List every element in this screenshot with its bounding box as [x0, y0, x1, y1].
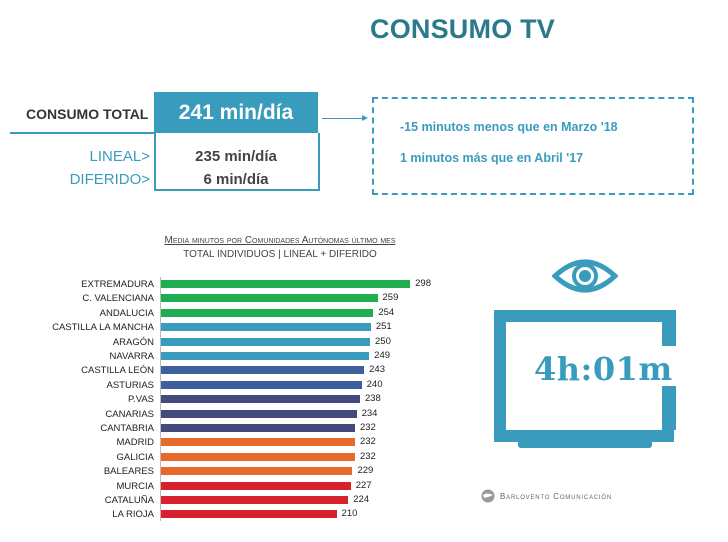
bar-label: P.VAS [127, 394, 154, 406]
bar [161, 308, 374, 317]
bar [161, 409, 357, 418]
tv-stand [600, 430, 610, 442]
eye-icon [551, 256, 619, 301]
diferido-label: DIFERIDO> [69, 171, 150, 188]
bar [161, 294, 378, 303]
bar-row: LA RIOJA 210 [0, 508, 460, 521]
bar-value: 251 [375, 321, 392, 333]
bar-row: BALEARES 229 [0, 465, 460, 478]
bar-value: 210 [341, 508, 358, 520]
bar [161, 481, 351, 490]
bar-label: ARAGÓN [112, 336, 154, 348]
consumo-total-value: 241 min/día [154, 92, 318, 133]
comparison-box [372, 97, 694, 195]
bar-label: EXTREMADURA [81, 279, 154, 290]
bar-value: 254 [378, 306, 395, 318]
bar-value: 232 [359, 450, 376, 462]
arrow-icon [322, 118, 364, 119]
arrow-head-icon [362, 115, 368, 121]
bar-row: P.VAS 238 [0, 393, 460, 406]
bar-value: 234 [361, 407, 378, 419]
bar-value: 232 [359, 422, 376, 433]
bar-row: CANTABRIA 232 [0, 422, 460, 435]
bar-value: 227 [355, 479, 372, 491]
bar [161, 337, 370, 346]
chart-title: Media minutos por Comunidades Autónomas … [164, 235, 396, 246]
diferido-value: 6 min/día [203, 171, 269, 188]
bar-row: ASTURIAS 240 [0, 379, 460, 392]
bar-label: CASTILLA LA MANCHA [52, 322, 154, 334]
bar-value: 232 [359, 436, 376, 448]
bar [161, 352, 370, 360]
brand-name: Barlovento Comunicación [500, 491, 612, 501]
bar-value: 240 [366, 378, 383, 390]
consumo-total-label: CONSUMO TOTAL [26, 106, 149, 122]
bar-value: 243 [369, 364, 385, 376]
bar-value: 250 [375, 335, 391, 347]
bar-label: MADRID [116, 437, 154, 449]
bar-label: GALICIA [116, 451, 155, 463]
bar-value: 259 [382, 292, 399, 304]
bar-row: EXTREMADURA 298 [0, 278, 460, 291]
bar [161, 323, 371, 332]
bar-row: NAVARRA 249 [0, 350, 460, 363]
bar-value: 229 [357, 465, 374, 477]
bar-row: CATALUÑA 224 [0, 494, 460, 507]
bar-label: CANTABRIA [100, 423, 154, 434]
bar-value: 298 [415, 278, 431, 289]
brand-logo-icon [481, 489, 495, 503]
bar [161, 510, 337, 519]
bar-row: CANARIAS 234 [0, 408, 460, 421]
tv-icon-part [662, 310, 676, 346]
consumo-breakdown-box [154, 133, 320, 191]
bar-label: CATALUÑA [104, 495, 154, 506]
bar-row: ANDALUCIA 254 [0, 307, 460, 320]
bar-value: 249 [374, 350, 391, 361]
chart-axis [160, 277, 161, 521]
bar-label: ANDALUCIA [99, 307, 154, 319]
bar-label: LA RIOJA [112, 509, 154, 521]
lineal-value: 235 min/día [195, 148, 277, 165]
tv-icon [494, 310, 674, 442]
bar [161, 467, 353, 476]
bar [161, 366, 365, 375]
bar-row: CASTILLA LA MANCHA 251 [0, 321, 460, 334]
bar-row: ARAGÓN 250 [0, 336, 460, 349]
bar-row: CASTILLA LEÓN 243 [0, 364, 460, 377]
tv-icon-part [662, 386, 676, 430]
bar [161, 452, 355, 461]
tv-stand [560, 430, 570, 442]
bar-label: C. VALENCIANA [82, 293, 154, 305]
bar-row: MADRID 232 [0, 436, 460, 449]
page-title: CONSUMO TV [370, 14, 556, 44]
bar [161, 280, 411, 288]
bar-row: MURCIA 227 [0, 480, 460, 493]
bar-label: CASTILLA LEÓN [81, 365, 154, 377]
lineal-label: LINEAL> [89, 148, 150, 165]
bar [161, 424, 355, 432]
bar-label: NAVARRA [109, 351, 154, 362]
bar-label: CANARIAS [105, 408, 154, 420]
comparison-note: -15 minutos menos que en Marzo '18 [400, 120, 618, 134]
bar [161, 438, 355, 447]
footer-brand: Barlovento Comunicación [481, 489, 612, 503]
bar-value: 238 [364, 393, 381, 405]
bar-label: ASTURIAS [106, 379, 154, 391]
bar-row: C. VALENCIANA 259 [0, 292, 460, 305]
bar-value: 224 [353, 494, 370, 505]
bar-label: BALEARES [103, 466, 154, 478]
bar [161, 395, 360, 404]
tv-time: 4h:01m [534, 350, 673, 388]
bar-row: GALICIA 232 [0, 451, 460, 464]
comparison-note: 1 minutos más que en Abril '17 [400, 151, 584, 165]
tv-base [518, 440, 652, 448]
bar [161, 496, 349, 504]
bar-label: MURCIA [116, 480, 154, 492]
divider [10, 132, 156, 134]
chart-subtitle: TOTAL INDIVIDUOS | LINEAL + DIFERIDO [183, 249, 377, 260]
bar [161, 380, 362, 389]
